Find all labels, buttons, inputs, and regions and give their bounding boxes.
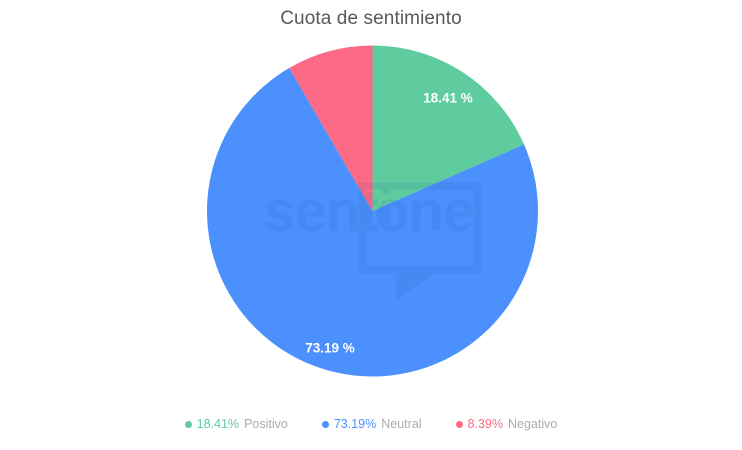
watermark-bubble-icon	[358, 182, 482, 274]
legend-dot-neutral-icon	[321, 420, 329, 428]
watermark-text-right: one	[374, 179, 474, 244]
page-title: Cuota de sentimiento	[280, 8, 462, 29]
pie-slice-positivo[interactable]	[372, 45, 525, 212]
chart-legend: 18.41% Positivo 73.19% Neutral 8.39% Neg…	[0, 412, 742, 436]
pie-slice-label-neutral: 73.19 %	[305, 341, 355, 356]
pie-chart-plot-area: senti one 18.41 % 73.19 %	[206, 45, 538, 377]
legend-item-positivo[interactable]: 18.41% Positivo	[184, 416, 288, 432]
legend-dot-positivo-icon	[184, 420, 192, 428]
pie-slice-negativo[interactable]	[289, 45, 373, 212]
legend-item-negativo[interactable]: 8.39% Negativo	[455, 416, 558, 432]
legend-label-positivo: Positivo	[244, 417, 288, 431]
legend-label-negativo: Negativo	[508, 417, 558, 431]
legend-value-neutral: 73.19%	[333, 417, 377, 431]
pie-slice-label-positivo: 18.41 %	[423, 91, 473, 106]
pie-chart-svg: senti one 18.41 % 73.19 %	[206, 45, 538, 377]
watermark-text-left: senti	[263, 179, 393, 244]
legend-dot-negativo-icon	[455, 420, 463, 428]
legend-value-negativo: 8.39%	[467, 417, 503, 431]
legend-value-positivo: 18.41%	[196, 417, 240, 431]
watermark-bubble-tail-icon	[396, 268, 442, 300]
legend-item-neutral[interactable]: 73.19% Neutral	[321, 416, 422, 432]
sentione-watermark: senti one	[263, 179, 482, 300]
pie-slice-neutral[interactable]	[206, 67, 538, 377]
legend-label-neutral: Neutral	[381, 417, 422, 431]
